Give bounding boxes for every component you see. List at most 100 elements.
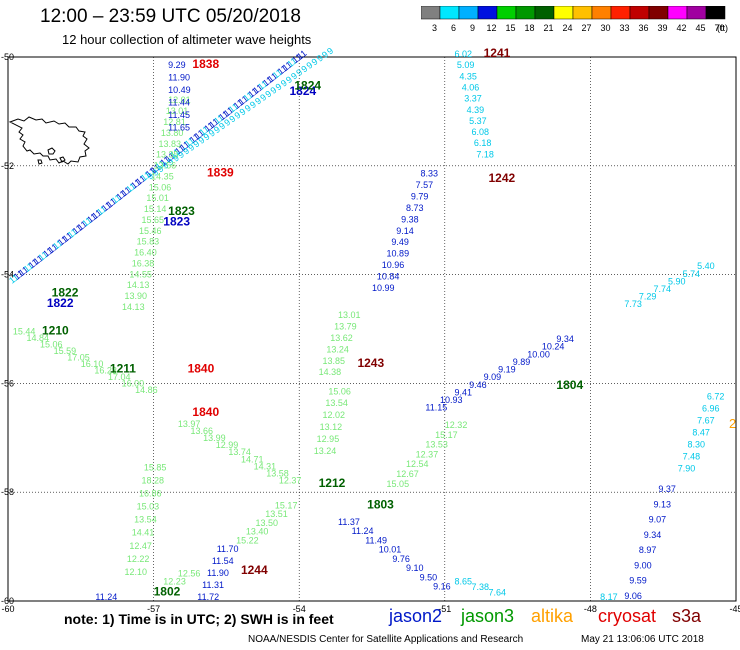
wave-height-value: 7.38 — [471, 582, 489, 592]
swath-tick: 9 — [191, 138, 201, 149]
track-jason2-col-right: 9.37 9.13 9.07 9.34 8.97 9.00 9.59 9.06 — [624, 484, 676, 601]
swath-tick: 9 — [325, 46, 335, 57]
swath-tick: 9 — [269, 85, 279, 96]
swath-tick: 9 — [217, 121, 227, 132]
wave-height-value: 7.64 — [488, 588, 506, 598]
lon-label: -54 — [293, 604, 306, 614]
swath-tick: 9 — [150, 167, 160, 178]
wave-height-value: 9.46 — [469, 380, 487, 390]
wave-height-value: 15.44 — [13, 326, 36, 336]
colorbar-label: 9 — [470, 23, 475, 33]
wave-height-value: 18.28 — [141, 475, 164, 485]
legend-s3a: s3a — [672, 606, 702, 626]
track-jason2-diag-1804: 11.1510.939.419.469.099.199.8910.0010.24… — [425, 334, 574, 413]
time-label: 1241 — [484, 46, 511, 60]
wave-height-value: 14.71 — [241, 454, 264, 464]
wave-height-value: 13.54 — [134, 515, 157, 525]
lat-label: -54 — [1, 270, 14, 280]
wave-height-value: 16.00 — [122, 379, 145, 389]
wave-height-value: 12.02 — [322, 410, 345, 420]
wave-height-value: 9.37 — [658, 484, 676, 494]
wave-height-value: 12.56 — [178, 569, 201, 579]
wave-height-value: 13.74 — [228, 447, 251, 457]
wave-height-value: 14.84 — [26, 333, 49, 343]
legend-jason3: jason3 — [461, 606, 515, 626]
wave-height-value: 11.65 — [168, 122, 190, 132]
falkland-islands-coast — [8, 116, 90, 165]
wave-height-value: 10.84 — [377, 271, 400, 281]
colorbar-label: 12 — [486, 23, 496, 33]
wave-height-value: 10.93 — [440, 395, 463, 405]
wave-height-value: 14.38 — [319, 367, 342, 377]
wave-height-value: 13.79 — [334, 322, 357, 332]
swath-tick: 9 — [202, 131, 212, 142]
time-label: 1822 — [52, 285, 79, 299]
wave-height-value: 13.90 — [124, 291, 147, 301]
swath-tick: 9 — [299, 63, 309, 74]
wave-height-value: 12.23 — [163, 577, 186, 587]
wave-height-value: 7.74 — [653, 284, 671, 294]
swath-tick: 9 — [166, 156, 176, 167]
wave-height-value: 12.22 — [127, 554, 150, 564]
swath-tick: 9 — [186, 142, 196, 153]
wave-height-value: 9.06 — [624, 591, 642, 601]
colorbar-label: 21 — [543, 23, 553, 33]
wave-height-value: 11.24 — [352, 526, 374, 536]
wave-height-value: 14.55 — [129, 269, 152, 279]
edge-value: 2 — [729, 416, 736, 431]
wave-height-value: 13.85 — [322, 356, 345, 366]
footer-note: note: 1) Time is in UTC; 2) SWH is in fe… — [64, 611, 334, 627]
time-label: 1838 — [192, 57, 219, 71]
swath-tick: 9 — [233, 110, 243, 121]
wave-height-value: 9.49 — [391, 237, 409, 247]
wave-height-value: 11.37 — [338, 517, 360, 527]
wave-height-value: 14.13 — [122, 302, 145, 312]
track-cryosat-bottom: 8.17 — [600, 592, 618, 602]
wave-height-value: 9.14 — [396, 226, 414, 236]
time-label: 1804 — [556, 378, 583, 392]
wave-height-value: 12.99 — [216, 440, 239, 450]
wave-height-value: 8.33 — [421, 169, 439, 179]
wave-height-value: 5.37 — [469, 116, 487, 126]
wave-height-value: 12.37 — [416, 449, 439, 459]
wave-height-value: 13.50 — [256, 518, 279, 528]
map-frame — [7, 56, 737, 602]
time-label: 1244 — [241, 563, 268, 577]
wave-height-value: 11.44 — [168, 97, 190, 107]
swath-tick: 9 — [197, 135, 207, 146]
wave-height-value: 5.90 — [668, 276, 686, 286]
wave-height-value: 11.49 — [365, 535, 387, 545]
wave-height-value: 9.59 — [629, 576, 647, 586]
wave-height-value: 15.83 — [137, 237, 160, 247]
wave-height-value: 15.17 — [435, 430, 458, 440]
colorbar-swatch — [705, 6, 726, 20]
wave-height-value: 4.06 — [462, 82, 480, 92]
wave-height-value: 14.86 — [135, 385, 158, 395]
wave-height-value: 13.83 — [158, 139, 181, 149]
wave-height-value: 16.86 — [139, 489, 162, 499]
swath-tick: 9 — [258, 92, 268, 103]
wave-height-value: 16.10 — [81, 359, 104, 369]
lon-label: -45 — [729, 604, 740, 614]
wave-height-value: 9.13 — [653, 499, 671, 509]
time-label: 1822 — [47, 296, 74, 310]
wave-height-value: 12.32 — [445, 420, 468, 430]
wave-height-value: 12.67 — [396, 469, 419, 479]
wave-height-value: 11.72 — [197, 592, 219, 602]
wave-height-value: 13.80 — [161, 128, 184, 138]
wave-height-value: 13.62 — [330, 333, 353, 343]
wave-height-value: 13.56 — [154, 161, 177, 171]
wave-height-value: 9.10 — [406, 563, 424, 573]
wave-height-value: 4.39 — [467, 105, 485, 115]
lat-label: -56 — [1, 378, 14, 388]
wave-height-value: 10.01 — [379, 545, 402, 555]
track-jason3-col-1243b: 15.06 13.54 12.02 13.12 12.95 13.24 — [314, 386, 351, 456]
time-label: 1212 — [319, 476, 346, 490]
wave-height-value: 11.90 — [168, 72, 190, 82]
track-jason3-diag-1840: 13.9713.6613.9912.9913.7414.7114.3113.58… — [178, 419, 301, 486]
wave-height-value: 8.47 — [692, 428, 710, 438]
wave-height-value: 12.54 — [406, 459, 429, 469]
